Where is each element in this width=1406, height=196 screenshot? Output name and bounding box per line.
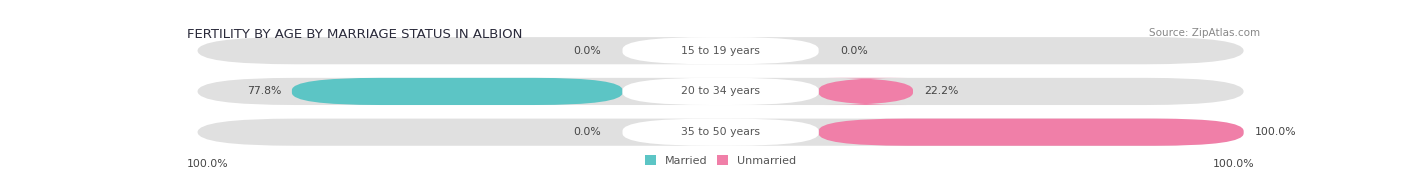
Text: FERTILITY BY AGE BY MARRIAGE STATUS IN ALBION: FERTILITY BY AGE BY MARRIAGE STATUS IN A… (187, 28, 522, 41)
Text: 100.0%: 100.0% (1254, 127, 1296, 137)
Text: 0.0%: 0.0% (574, 127, 600, 137)
FancyBboxPatch shape (292, 78, 623, 105)
FancyBboxPatch shape (197, 78, 1244, 105)
Text: 100.0%: 100.0% (1213, 159, 1254, 169)
Text: 22.2%: 22.2% (924, 86, 959, 96)
FancyBboxPatch shape (623, 37, 818, 64)
FancyBboxPatch shape (623, 78, 818, 105)
FancyBboxPatch shape (623, 119, 818, 146)
FancyBboxPatch shape (197, 119, 1244, 146)
FancyBboxPatch shape (818, 78, 912, 105)
FancyBboxPatch shape (818, 119, 1244, 146)
Text: 100.0%: 100.0% (187, 159, 228, 169)
Text: 0.0%: 0.0% (574, 46, 600, 56)
Text: 0.0%: 0.0% (841, 46, 868, 56)
Text: 77.8%: 77.8% (246, 86, 281, 96)
Text: 35 to 50 years: 35 to 50 years (681, 127, 761, 137)
Text: 15 to 19 years: 15 to 19 years (681, 46, 761, 56)
FancyBboxPatch shape (197, 37, 1244, 64)
Text: Source: ZipAtlas.com: Source: ZipAtlas.com (1149, 28, 1260, 38)
Legend: Married, Unmarried: Married, Unmarried (645, 155, 796, 166)
Text: 20 to 34 years: 20 to 34 years (681, 86, 761, 96)
